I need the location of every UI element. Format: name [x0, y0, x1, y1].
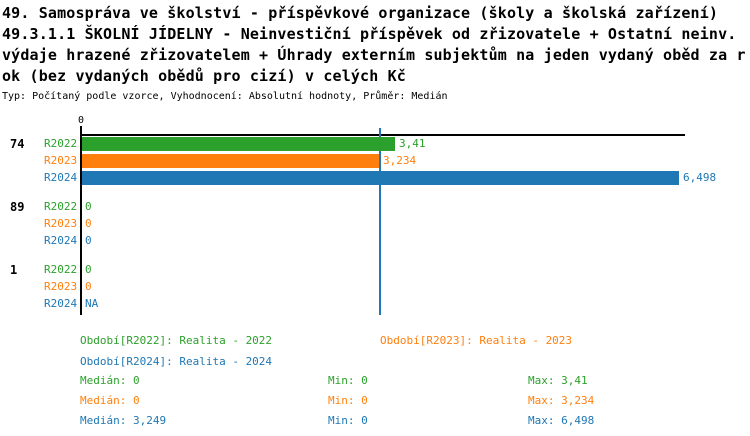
- bar-area: 3,234: [81, 154, 416, 168]
- chart-rows: 74 R2022 3,41 R2023 3,234 R2024: [0, 137, 750, 326]
- title-block: 49. Samospráva ve školství - příspěvkové…: [2, 3, 750, 103]
- bar-value-label: 0: [85, 280, 92, 293]
- bar-value-label: 3,41: [399, 137, 426, 150]
- chart-row: R2023 0: [0, 280, 750, 297]
- bar-value-label: 6,498: [683, 171, 717, 184]
- bar-area: 0: [81, 263, 92, 277]
- bar-area: 3,41: [81, 137, 426, 151]
- min-stat-r2024: Min: 0: [328, 414, 368, 427]
- top-axis-line: [81, 134, 685, 136]
- chart-row: R2023 0: [0, 217, 750, 234]
- min-stat-r2022: Min: 0: [328, 374, 368, 387]
- chart-group-1: 1 R2022 0 R2023 0 R2024: [0, 263, 750, 314]
- chart-row: R2024 6,498: [0, 171, 750, 188]
- bar-value-label: 0: [85, 234, 92, 247]
- series-label: R2024: [44, 171, 78, 184]
- series-label: R2024: [44, 234, 78, 247]
- page-title-line-2: 49.3.1.1 ŠKOLNÍ JÍDELNY - Neinvestiční p…: [2, 25, 737, 43]
- group-label: 74: [10, 137, 25, 151]
- chart-row: 89 R2022 0: [0, 200, 750, 217]
- bar-value-label: 0: [85, 263, 92, 276]
- bar-area: 0: [81, 234, 92, 248]
- bar-value-label: 0: [85, 217, 92, 230]
- chart-row: R2024 0: [0, 234, 750, 251]
- max-stat-r2022: Max: 3,41: [528, 374, 588, 387]
- bar[interactable]: [81, 137, 395, 151]
- chart-row: R2024 NA: [0, 297, 750, 314]
- page-title-line-1: 49. Samospráva ve školství - příspěvkové…: [2, 4, 719, 22]
- bar-value-label: 0: [85, 200, 92, 213]
- page-title-line-3: výdaje hrazené zřizovatelem + Úhrady ext…: [2, 46, 746, 64]
- series-label: R2023: [44, 154, 78, 167]
- legend-item-r2022: Období[R2022]: Realita - 2022: [80, 334, 273, 347]
- bar-value-label: 3,234: [383, 154, 417, 167]
- chart-row: R2023 3,234: [0, 154, 750, 171]
- median-stat-r2024: Medián: 3,249: [80, 414, 167, 427]
- series-label: R2023: [44, 217, 78, 230]
- group-label: 1: [10, 263, 18, 277]
- legend-item-r2023: Období[R2023]: Realita - 2023: [380, 334, 573, 347]
- series-label: R2022: [44, 137, 78, 150]
- bar[interactable]: [81, 154, 379, 168]
- series-label: R2022: [44, 263, 78, 276]
- max-stat-r2023: Max: 3,234: [528, 394, 595, 407]
- bar[interactable]: [81, 171, 679, 185]
- bar-area: 0: [81, 280, 92, 294]
- y-axis-line: [80, 126, 82, 315]
- chart-row: 1 R2022 0: [0, 263, 750, 280]
- axis-zero-tick-label: 0: [77, 115, 85, 126]
- bar-area: NA: [81, 297, 98, 311]
- series-label: R2022: [44, 200, 78, 213]
- bar-value-label: NA: [85, 297, 99, 310]
- bar-area: 6,498: [81, 171, 716, 185]
- median-stat-r2023: Medián: 0: [80, 394, 140, 407]
- chart-row: 74 R2022 3,41: [0, 137, 750, 154]
- chart-group-89: 89 R2022 0 R2023 0 R2024: [0, 200, 750, 251]
- min-stat-r2023: Min: 0: [328, 394, 368, 407]
- group-label: 89: [10, 200, 25, 214]
- chart-group-74: 74 R2022 3,41 R2023 3,234 R2024: [0, 137, 750, 188]
- page-title-line-4: ok (bez vydaných obědů pro cizí) v celýc…: [2, 67, 406, 85]
- bar-area: 0: [81, 200, 92, 214]
- series-label: R2024: [44, 297, 78, 310]
- max-stat-r2024: Max: 6,498: [528, 414, 595, 427]
- indicator-meta-line: Typ: Počítaný podle vzorce, Vyhodnocení:…: [2, 91, 448, 102]
- series-label: R2023: [44, 280, 78, 293]
- median-stat-r2022: Medián: 0: [80, 374, 140, 387]
- bar-area: 0: [81, 217, 92, 231]
- legend-item-r2024: Období[R2024]: Realita - 2024: [80, 355, 273, 368]
- median-line: [379, 128, 381, 315]
